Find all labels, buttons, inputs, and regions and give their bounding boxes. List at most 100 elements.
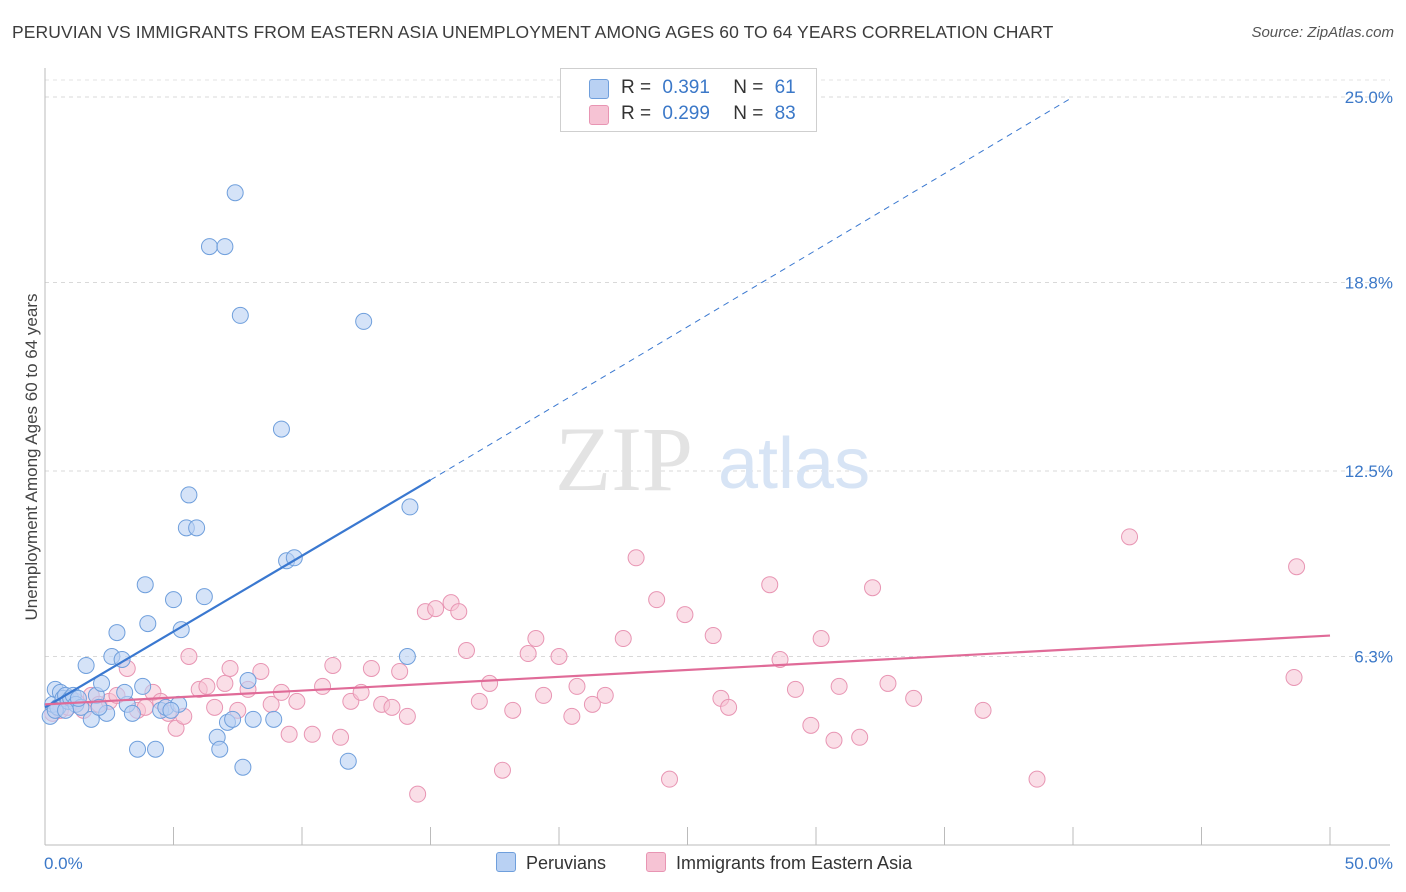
blue-point <box>139 615 157 633</box>
blue-point <box>339 752 357 770</box>
pink-point <box>771 650 789 668</box>
blue-trend-extension <box>430 96 1074 481</box>
legend-r-value: 0.299 <box>662 103 710 124</box>
blue-point <box>195 588 213 606</box>
chart-title: PERUVIAN VS IMMIGRANTS FROM EASTERN ASIA… <box>12 22 1054 42</box>
legend-r-label: R = <box>621 103 652 124</box>
pink-point <box>550 648 568 666</box>
source-label: Source: ZipAtlas.com <box>1251 24 1394 41</box>
blue-point <box>226 184 244 202</box>
blue-point <box>231 306 249 324</box>
pink-point <box>493 761 511 779</box>
pink-point <box>216 674 234 692</box>
blue-point <box>265 710 283 728</box>
bottom-legend-peruvians: Peruvians <box>496 852 606 874</box>
bottom-legend-label: Peruvians <box>526 853 607 873</box>
pink-point <box>324 656 342 674</box>
blue-point <box>244 710 262 728</box>
y-tick-label: 18.8% <box>1345 274 1393 293</box>
pink-point <box>180 648 198 666</box>
pink-point <box>851 728 869 746</box>
pink-point <box>761 576 779 594</box>
watermark: ZIP atlas <box>555 408 870 510</box>
blue-point <box>82 710 100 728</box>
pink-point <box>198 677 216 695</box>
legend-n-label: N = <box>733 103 764 124</box>
pink-point <box>303 725 321 743</box>
pink-point <box>409 785 427 803</box>
blue-point <box>57 701 75 719</box>
pink-point <box>221 659 239 677</box>
pink-point <box>786 680 804 698</box>
pink-point <box>830 677 848 695</box>
pink-series-points <box>44 528 1306 803</box>
pink-point <box>332 728 350 746</box>
pink-point <box>398 707 416 725</box>
pink-point <box>535 686 553 704</box>
legend-n-value: 83 <box>774 103 796 124</box>
pink-point <box>568 677 586 695</box>
blue-point <box>90 698 108 716</box>
x-tick-label-max: 50.0% <box>1345 854 1393 873</box>
blue-trend-line <box>44 479 432 709</box>
pink-point <box>391 662 409 680</box>
blue-point <box>129 740 147 758</box>
stats-legend: R = 0.391 N = 61 R = 0.299 N = 83 <box>560 68 817 132</box>
pink-point <box>974 701 992 719</box>
blue-point <box>162 701 180 719</box>
pink-point <box>519 645 537 663</box>
blue-point <box>188 519 206 537</box>
blue-point <box>69 689 87 707</box>
pink-point <box>457 642 475 660</box>
blue-point <box>272 420 290 438</box>
pink-point <box>527 630 545 648</box>
pink-point <box>288 692 306 710</box>
pink-point <box>879 674 897 692</box>
pink-point <box>614 630 632 648</box>
blue-point <box>398 648 416 666</box>
y-axis-title: Unemployment Among Ages 60 to 64 years <box>22 294 41 621</box>
trend-lines <box>44 96 1331 709</box>
pink-point <box>802 716 820 734</box>
bottom-legend-swatch-blue <box>496 852 516 872</box>
pink-point <box>427 600 445 618</box>
axis-labels: 6.3% 12.5% 18.8% 25.0% 0.0% 50.0% Unemployment… <box>22 88 1393 873</box>
blue-point <box>165 591 182 609</box>
blue-point <box>147 740 165 758</box>
y-tick-label: 25.0% <box>1345 88 1393 107</box>
pink-point <box>481 674 499 692</box>
pink-point <box>720 698 738 716</box>
pink-point <box>206 698 224 716</box>
pink-point <box>252 662 270 680</box>
pink-point <box>167 719 185 737</box>
pink-point <box>812 630 830 648</box>
bottom-legend-label: Immigrants from Eastern Asia <box>676 853 913 873</box>
bottom-legend-immigrants: Immigrants from Eastern Asia <box>646 852 912 874</box>
blue-point <box>224 710 242 728</box>
pink-point <box>596 686 614 704</box>
legend-r-value: 0.391 <box>662 77 710 98</box>
grid-lines <box>45 79 1390 658</box>
legend-r-label: R = <box>621 77 652 98</box>
pink-point <box>825 731 843 749</box>
pink-point <box>1121 528 1139 546</box>
blue-point <box>216 238 234 256</box>
pink-point <box>1285 668 1303 686</box>
blue-point <box>134 677 152 695</box>
legend-n-value: 61 <box>774 77 796 98</box>
pink-point <box>1288 558 1306 576</box>
pink-trend-line <box>44 634 1331 706</box>
pink-point <box>648 591 666 609</box>
pink-point <box>563 707 581 725</box>
bottom-legend-swatch-pink <box>646 852 666 872</box>
pink-point <box>450 603 468 621</box>
watermark-atlas: atlas <box>718 424 870 504</box>
blue-point <box>239 671 257 689</box>
y-tick-label: 12.5% <box>1345 462 1393 481</box>
pink-point <box>362 659 380 677</box>
pink-point <box>280 725 298 743</box>
pink-point <box>905 689 923 707</box>
pink-point <box>383 698 401 716</box>
pink-point <box>1028 770 1046 788</box>
blue-point <box>77 656 95 674</box>
